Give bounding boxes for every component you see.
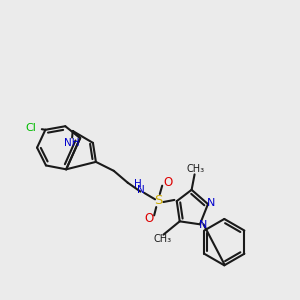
Text: O: O [163,176,172,190]
Text: NH: NH [64,138,80,148]
Text: CH₃: CH₃ [153,234,172,244]
Text: N: N [137,184,145,194]
Text: CH₃: CH₃ [186,164,205,174]
Text: Cl: Cl [26,123,37,133]
Text: O: O [144,212,153,225]
Text: N: N [207,198,216,208]
Text: H: H [134,179,141,189]
Text: S: S [154,194,162,207]
Text: N: N [199,220,208,230]
